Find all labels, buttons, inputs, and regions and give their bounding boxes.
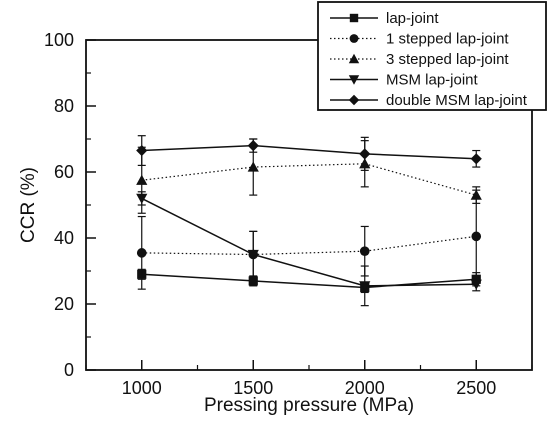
series-3-point-2000 bbox=[359, 281, 371, 292]
x-axis-label: Pressing pressure (MPa) bbox=[204, 395, 414, 416]
series-1-point-2000 bbox=[359, 246, 370, 256]
series-1-point-1000 bbox=[136, 248, 147, 258]
legend-label-3: MSM lap-joint bbox=[386, 72, 479, 89]
legend-marker-4 bbox=[348, 94, 360, 106]
series-3-point-1500 bbox=[247, 249, 259, 261]
y-tick-label-60: 60 bbox=[54, 162, 74, 182]
legend-marker-1 bbox=[349, 34, 359, 43]
x-tick-label-1000: 1000 bbox=[122, 378, 162, 398]
y-tick-label-80: 80 bbox=[54, 96, 74, 116]
series-3-point-1000 bbox=[136, 193, 148, 204]
series-4-line bbox=[141, 144, 477, 160]
series-0-point-1500 bbox=[248, 276, 258, 286]
y-tick-label-20: 20 bbox=[54, 294, 74, 314]
x-tick-label-2500: 2500 bbox=[456, 378, 496, 398]
series-0-line bbox=[141, 273, 477, 289]
x-tick-label-1500: 1500 bbox=[233, 378, 273, 398]
series-2-point-1500 bbox=[247, 161, 259, 172]
legend-label-2: 3 stepped lap-joint bbox=[386, 51, 509, 68]
series-4-point-2000 bbox=[359, 148, 371, 160]
x-tick-label-2000: 2000 bbox=[345, 378, 385, 398]
series-4-point-1000 bbox=[136, 144, 148, 157]
series-4-double-msm-lap-joint bbox=[136, 135, 482, 171]
legend-marker-3 bbox=[348, 75, 360, 85]
series-2-line bbox=[141, 163, 477, 196]
series-3-point-2500 bbox=[470, 279, 482, 290]
y-tick-label-40: 40 bbox=[54, 228, 74, 248]
y-axis-label: CCR (%) bbox=[18, 167, 39, 243]
series-4-point-2500 bbox=[470, 153, 482, 165]
series-2-point-2500 bbox=[470, 189, 482, 200]
legend-label-4: double MSM lap-joint bbox=[386, 92, 528, 109]
series-4-point-1500 bbox=[247, 140, 259, 152]
y-tick-label-100: 100 bbox=[44, 30, 74, 50]
series-2-point-1000 bbox=[136, 174, 148, 185]
legend-marker-0 bbox=[349, 13, 359, 23]
series-1-point-2500 bbox=[471, 231, 482, 242]
series-3-msm-lap-joint bbox=[136, 191, 482, 307]
legend-label-0: lap-joint bbox=[386, 10, 439, 27]
legend-marker-2 bbox=[348, 53, 360, 64]
legend-label-1: 1 stepped lap-joint bbox=[386, 31, 509, 48]
y-tick-label-0: 0 bbox=[64, 360, 74, 380]
series-3-line bbox=[141, 197, 477, 287]
